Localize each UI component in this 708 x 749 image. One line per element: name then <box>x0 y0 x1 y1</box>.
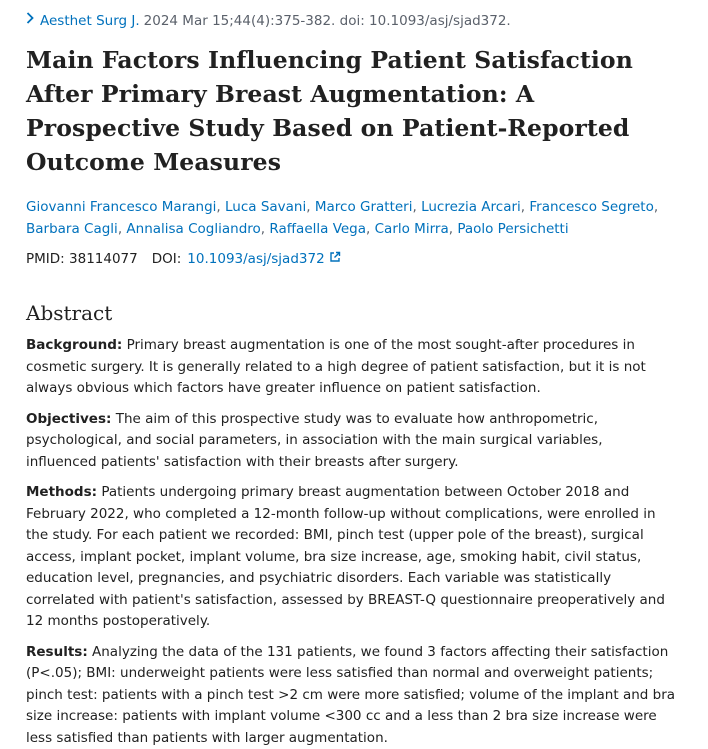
authors-list: Giovanni Francesco Marangi, Luca Savani,… <box>26 196 682 240</box>
article-title: Main Factors Influencing Patient Satisfa… <box>26 43 682 179</box>
author-link[interactable]: Francesco Segreto <box>529 199 653 215</box>
author-link[interactable]: Marco Gratteri <box>315 199 413 215</box>
author-link[interactable]: Annalisa Cogliandro <box>126 221 260 237</box>
author-link[interactable]: Giovanni Francesco Marangi <box>26 199 216 215</box>
author-link[interactable]: Lucrezia Arcari <box>421 199 521 215</box>
citation-details: 2024 Mar 15;44(4):375-382. doi: 10.1093/… <box>144 11 511 31</box>
journal-link[interactable]: Aesthet Surg J. <box>40 11 140 31</box>
external-link-icon[interactable] <box>329 249 341 269</box>
pmid-value: 38114077 <box>69 249 138 269</box>
doi-label: DOI: <box>152 249 182 269</box>
author-link[interactable]: Paolo Persichetti <box>457 221 568 237</box>
section-label: Methods: <box>26 484 97 500</box>
section-label: Background: <box>26 337 122 353</box>
section-text: Patients undergoing primary breast augme… <box>26 484 665 629</box>
abstract-methods: Methods: Patients undergoing primary bre… <box>26 482 682 633</box>
section-label: Objectives: <box>26 411 111 427</box>
section-text: Analyzing the data of the 131 patients, … <box>26 644 675 746</box>
pmid-label: PMID: <box>26 249 65 269</box>
section-text: The aim of this prospective study was to… <box>26 411 603 470</box>
section-label: Results: <box>26 644 88 660</box>
abstract-heading: Abstract <box>26 299 682 327</box>
abstract-results: Results: Analyzing the data of the 131 p… <box>26 642 682 749</box>
author-link[interactable]: Raffaella Vega <box>269 221 366 237</box>
doi-link[interactable]: 10.1093/asj/sjad372 <box>187 249 324 269</box>
citation-line: Aesthet Surg J. 2024 Mar 15;44(4):375-38… <box>26 11 682 31</box>
identifiers-row: PMID: 38114077 DOI: 10.1093/asj/sjad372 <box>26 249 682 269</box>
author-link[interactable]: Luca Savani <box>225 199 306 215</box>
abstract-background: Background: Primary breast augmentation … <box>26 335 682 400</box>
author-link[interactable]: Carlo Mirra <box>375 221 449 237</box>
chevron-right-icon[interactable] <box>26 11 34 31</box>
abstract-objectives: Objectives: The aim of this prospective … <box>26 409 682 474</box>
author-link[interactable]: Barbara Cagli <box>26 221 118 237</box>
